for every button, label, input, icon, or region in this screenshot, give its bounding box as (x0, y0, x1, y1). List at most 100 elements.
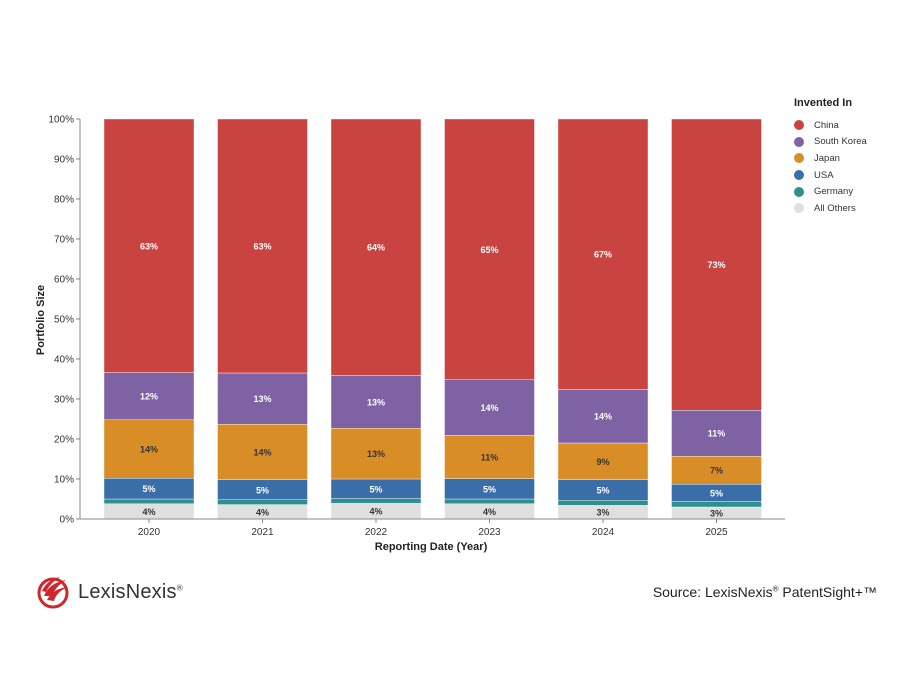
bar-stack-2024: 3% 5% 9% 14% 67% (557, 118, 649, 520)
legend-swatch (794, 170, 804, 181)
legend-label: USA (814, 169, 834, 181)
bar-segment-germany (217, 499, 308, 505)
legend-label: Japan (814, 152, 840, 164)
bar-segment-germany (671, 501, 762, 508)
y-tick-label: 100% (48, 115, 74, 126)
legend-item-all-others: All Others (794, 200, 867, 217)
legend-swatch (794, 186, 804, 197)
bar-segment-south-korea (557, 389, 649, 444)
y-tick-label: 30% (54, 395, 74, 406)
bar-segment-japan (103, 419, 195, 479)
bar-segment-south-korea (444, 379, 535, 436)
data-label: 63% (253, 242, 271, 252)
data-label: 12% (140, 392, 158, 402)
bar-segment-china (217, 118, 308, 374)
data-label: 14% (480, 403, 498, 413)
legend-swatch (794, 120, 804, 131)
bar-segment-south-korea (217, 372, 308, 425)
y-tick-label: 80% (54, 195, 74, 206)
source-reg-mark: ® (772, 584, 779, 594)
legend-title: Invented In (794, 97, 853, 109)
lexisnexis-logo-icon (37, 577, 69, 609)
legend-item-japan: Japan (794, 150, 867, 167)
brand-reg-mark: ® (176, 582, 183, 592)
y-axis-title: Portfolio Size (35, 285, 47, 355)
bar-stack-2023: 4% 5% 11% 14% 65% (444, 118, 535, 520)
bar-segment-germany (444, 498, 535, 505)
data-label: 73% (707, 260, 725, 270)
y-axis: 0% 10% 20% 30% 40% 50% 60% 70% 80% 90% 100% (48, 115, 81, 526)
data-label: 9% (596, 457, 609, 467)
data-label: 5% (710, 488, 723, 498)
legend-label: China (814, 119, 839, 131)
bar-segment-germany (330, 498, 422, 504)
x-axis: 2020 2021 2022 2023 2024 2025 (80, 518, 785, 538)
x-tick-label: 2024 (592, 527, 615, 538)
y-tick-label: 0% (60, 515, 75, 526)
bar-segment-china (671, 118, 762, 411)
bar-segment-china (557, 118, 649, 390)
bar-stack-2025: 3% 5% 7% 11% 73% (671, 118, 762, 520)
y-tick-label: 20% (54, 435, 74, 446)
legend-item-south-korea: South Korea (794, 134, 867, 151)
source-prefix: Source: LexisNexis (652, 584, 773, 600)
y-tick-label: 60% (54, 275, 74, 286)
y-tick-label: 90% (54, 155, 74, 166)
bar-segment-china (444, 118, 535, 380)
x-tick-label: 2023 (478, 527, 501, 538)
data-label: 11% (481, 453, 499, 463)
bar-stack-2021: 4% 5% 14% 13% 63% (217, 118, 308, 520)
data-label: 67% (594, 250, 612, 260)
bar-segment-germany (103, 498, 195, 505)
bar-segment-japan (557, 442, 649, 480)
legend-label: Germany (814, 186, 854, 198)
bar-segment-south-korea (671, 410, 762, 457)
x-tick-label: 2025 (705, 527, 728, 538)
data-label: 63% (140, 241, 158, 251)
bar-segment-japan (671, 456, 762, 485)
data-label: 3% (596, 508, 609, 518)
data-label: 5% (596, 486, 609, 496)
x-tick-label: 2022 (365, 527, 388, 538)
bar-segment-japan (217, 424, 308, 481)
bar-segment-china (103, 118, 195, 373)
source-suffix: PatentSight+™ (778, 584, 877, 600)
data-label: 14% (253, 448, 271, 458)
source-note: Source: LexisNexis® PatentSight+™ (653, 584, 877, 600)
y-tick-label: 40% (54, 355, 74, 366)
legend: Invented In China South Korea Japan USA … (794, 97, 867, 217)
data-label: 4% (256, 507, 269, 517)
data-label: 14% (140, 445, 158, 455)
y-tick-label: 70% (54, 235, 74, 246)
brand-name-text: LexisNexis (78, 580, 177, 603)
data-label: 5% (142, 484, 155, 494)
data-label: 64% (367, 243, 385, 253)
data-label: 14% (594, 412, 612, 422)
legend-swatch (794, 203, 804, 214)
legend-swatch (794, 136, 804, 147)
legend-label: South Korea (814, 136, 867, 148)
legend-item-usa: USA (794, 167, 867, 184)
data-label: 5% (369, 484, 382, 494)
y-tick-label: 10% (54, 475, 74, 486)
data-label: 13% (253, 394, 271, 404)
data-label: 4% (483, 507, 496, 517)
x-tick-label: 2021 (251, 527, 274, 538)
data-label: 11% (708, 429, 726, 439)
data-label: 13% (367, 397, 385, 407)
bars: 4%5%14%12%63%4%5%14%13%63%4%5%13%13%64%4… (103, 118, 762, 520)
legend-item-germany: Germany (794, 183, 867, 200)
x-axis-title: Reporting Date (Year) (375, 541, 488, 553)
brand: LexisNexis® (36, 574, 183, 610)
brand-name: LexisNexis® (78, 581, 183, 604)
x-tick-label: 2020 (138, 527, 161, 538)
data-label: 4% (142, 507, 155, 517)
y-tick-label: 50% (54, 315, 74, 326)
legend-label: All Others (814, 202, 856, 214)
data-label: 5% (483, 484, 496, 494)
data-label: 3% (710, 509, 723, 519)
bar-stack-2022: 4% 5% 13% 13% 64% (330, 118, 422, 520)
legend-item-china: China (794, 117, 867, 134)
data-label: 65% (480, 245, 498, 255)
